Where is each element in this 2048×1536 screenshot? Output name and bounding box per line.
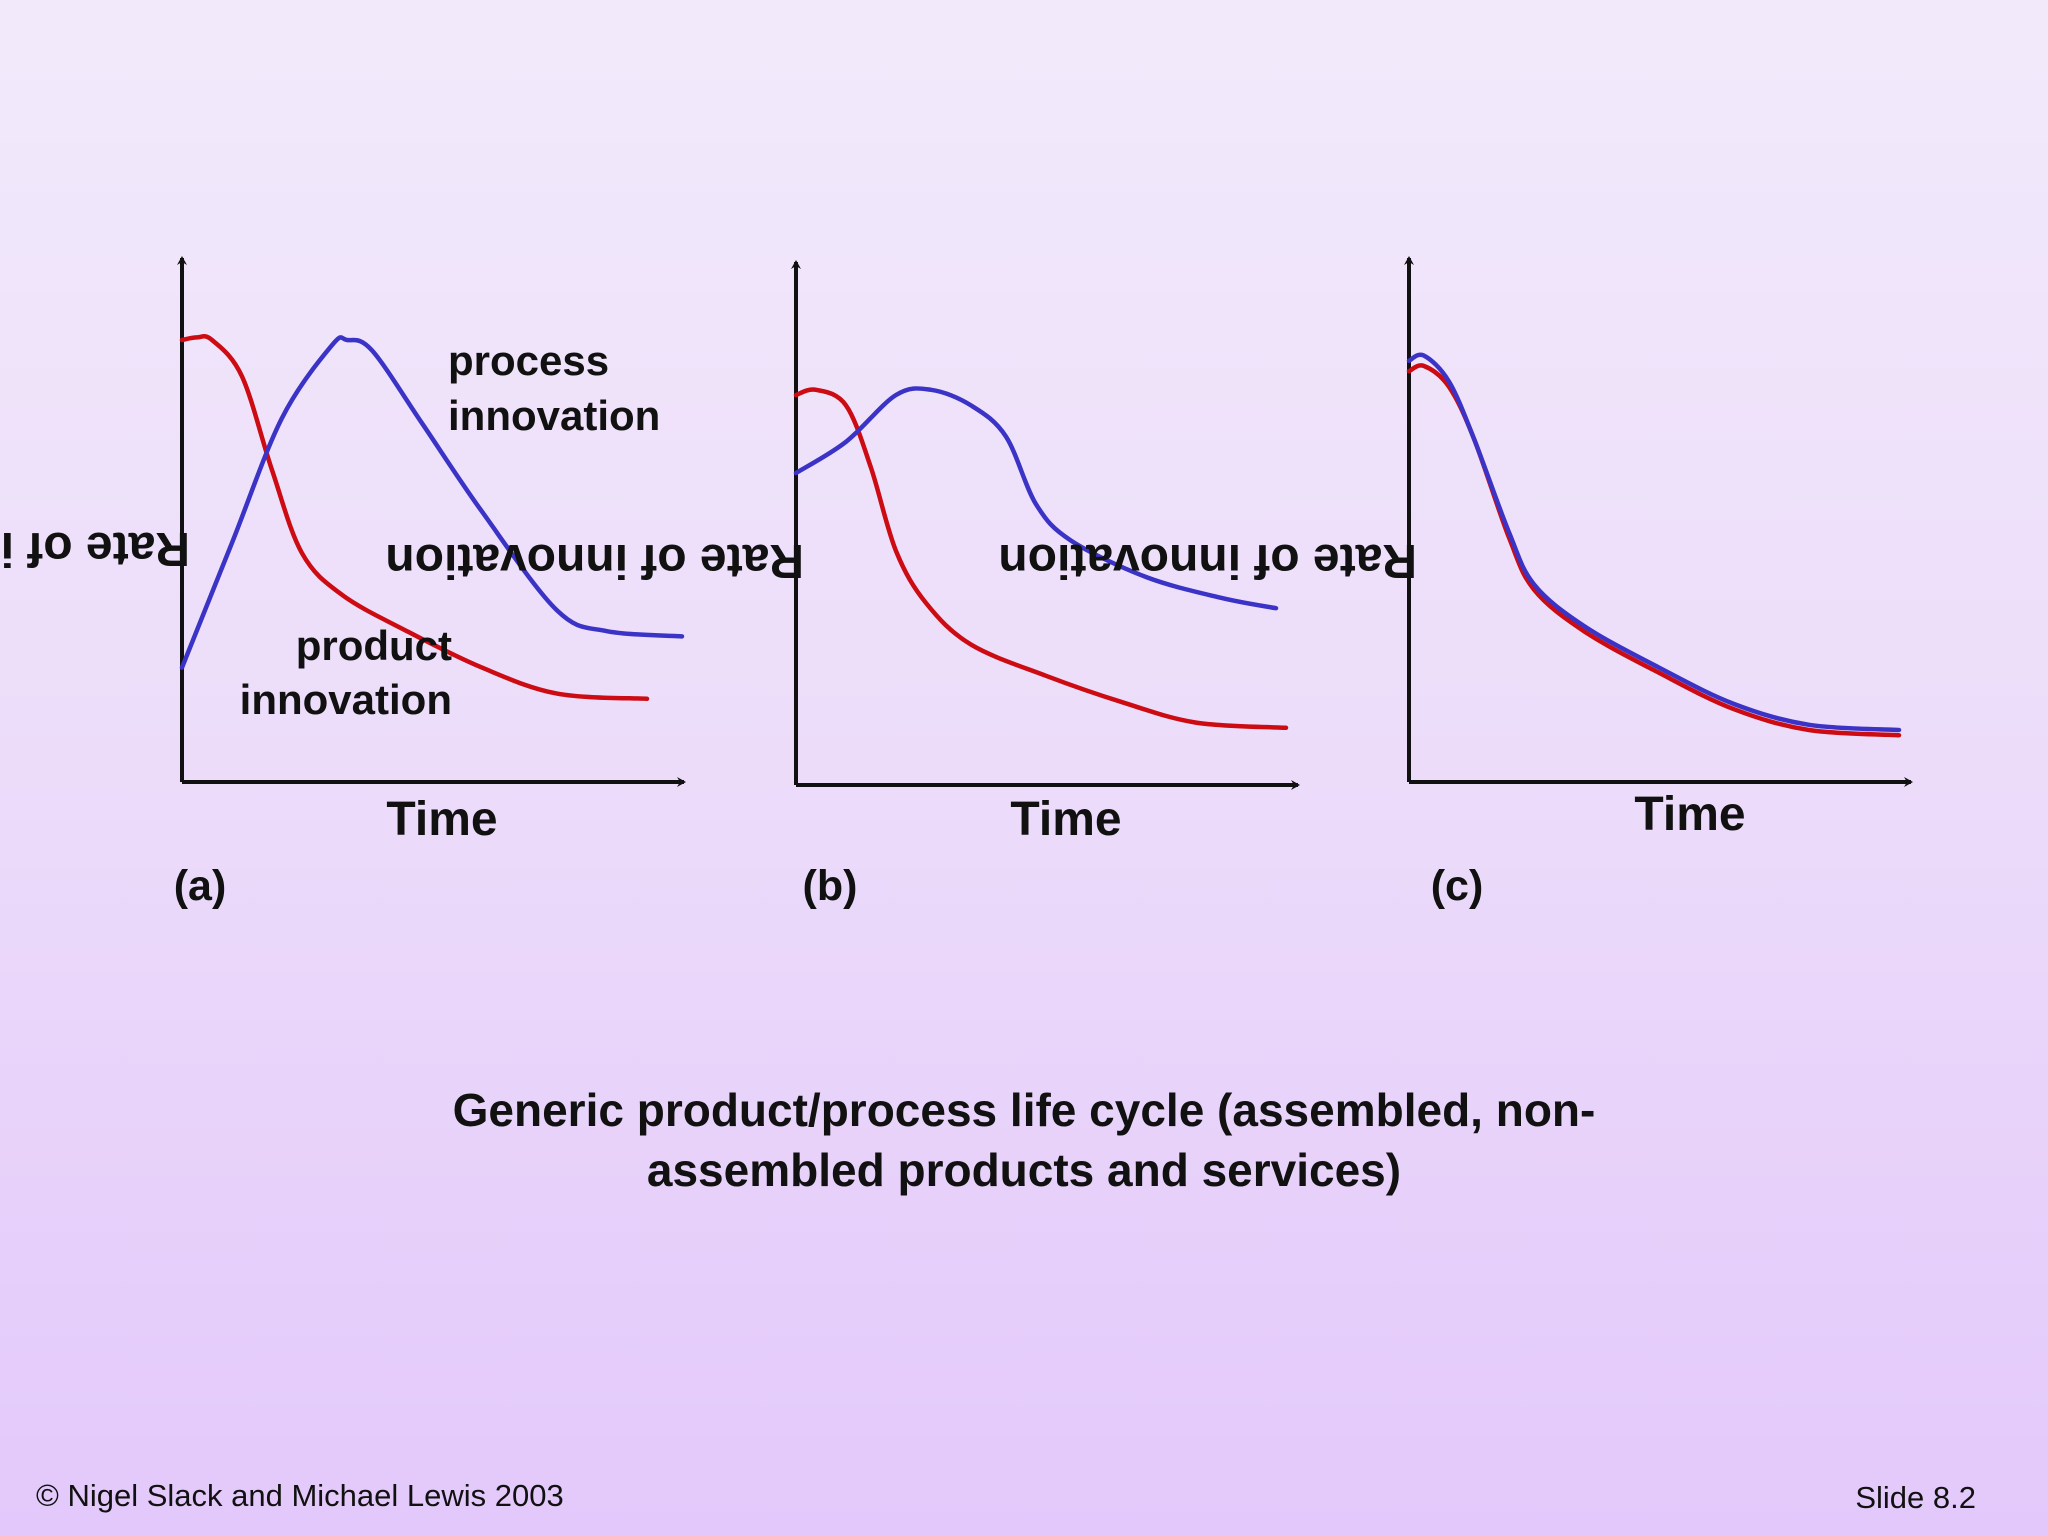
chart-panel-b: Rate of innovation Time (b) [385,260,1300,910]
product-innovation-annotation: innovation [240,676,452,723]
chart-panel-a: Rate of innovation Time (a) process innovati… [0,256,686,910]
panel-label: (b) [803,862,858,910]
process-innovation-line [793,386,1279,611]
slide-number: Slide 8.2 [1855,1480,1976,1515]
y-axis-label: Rate of innovation [998,534,1417,587]
caption-line-2: assembled products and services) [646,1144,1402,1196]
x-axis-label: Time [1010,793,1121,846]
process-innovation-annotation: process [448,337,609,384]
x-axis-label: Time [1634,788,1745,841]
product-innovation-line [1406,363,1902,738]
panel-label: (c) [1431,862,1484,910]
slide-caption: Generic product/process life cycle (asse… [324,1080,1724,1200]
process-innovation-line [179,335,685,670]
y-axis-label: Rate of innovation [0,522,190,575]
x-axis-label: Time [386,793,497,846]
copyright-notice: © Nigel Slack and Michael Lewis 2003 [36,1478,564,1513]
process-innovation-line [1406,352,1902,733]
product-innovation-line [179,334,650,702]
panel-label: (a) [174,862,227,910]
caption-line-1: Generic product/process life cycle (asse… [452,1084,1596,1136]
product-innovation-line [793,387,1289,731]
chart-panel-c: Rate of innovation Time (c) [998,256,1913,910]
y-axis-label: Rate of innovation [385,534,804,587]
process-innovation-annotation: innovation [448,392,660,439]
product-innovation-annotation: product [296,622,452,669]
